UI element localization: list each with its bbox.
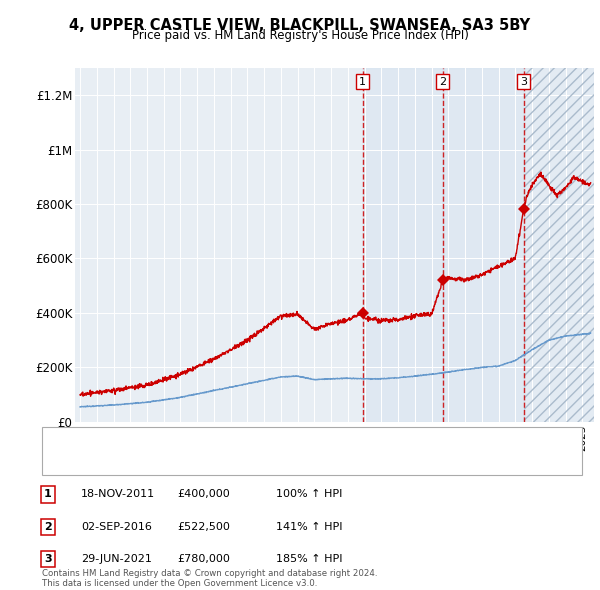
Text: 29-JUN-2021: 29-JUN-2021 — [81, 555, 152, 564]
FancyBboxPatch shape — [42, 427, 582, 475]
Bar — [524, 68, 594, 422]
Text: 02-SEP-2016: 02-SEP-2016 — [81, 522, 152, 532]
Text: Price paid vs. HM Land Registry's House Price Index (HPI): Price paid vs. HM Land Registry's House … — [131, 30, 469, 42]
Text: HPI: Average price, detached house, Swansea: HPI: Average price, detached house, Swan… — [91, 457, 330, 467]
Text: 1: 1 — [359, 77, 366, 87]
Text: Contains HM Land Registry data © Crown copyright and database right 2024.
This d: Contains HM Land Registry data © Crown c… — [42, 569, 377, 588]
Bar — [443, 68, 524, 422]
Text: 4, UPPER CASTLE VIEW, BLACKPILL, SWANSEA, SA3 5BY: 4, UPPER CASTLE VIEW, BLACKPILL, SWANSEA… — [70, 18, 530, 32]
Bar — [362, 68, 443, 422]
Text: 1: 1 — [44, 490, 52, 499]
Text: 3: 3 — [44, 555, 52, 564]
Bar — [524, 68, 594, 422]
Text: 2: 2 — [44, 522, 52, 532]
Text: 141% ↑ HPI: 141% ↑ HPI — [276, 522, 343, 532]
Text: 185% ↑ HPI: 185% ↑ HPI — [276, 555, 343, 564]
Text: 4, UPPER CASTLE VIEW, BLACKPILL, SWANSEA, SA3 5BY (detached house): 4, UPPER CASTLE VIEW, BLACKPILL, SWANSEA… — [91, 435, 475, 445]
Text: £780,000: £780,000 — [177, 555, 230, 564]
Text: 100% ↑ HPI: 100% ↑ HPI — [276, 490, 343, 499]
Text: 18-NOV-2011: 18-NOV-2011 — [81, 490, 155, 499]
Text: 3: 3 — [520, 77, 527, 87]
Bar — [524, 68, 594, 422]
Text: £400,000: £400,000 — [177, 490, 230, 499]
Text: 2: 2 — [439, 77, 446, 87]
Text: £522,500: £522,500 — [177, 522, 230, 532]
